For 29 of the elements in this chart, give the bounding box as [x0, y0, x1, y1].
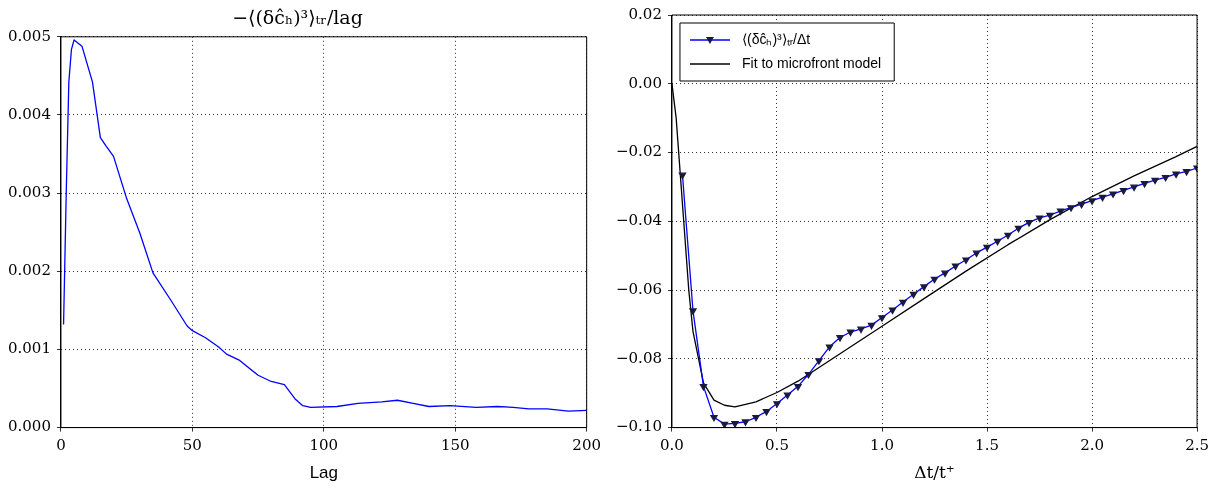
y-tick-label: −0.08 [616, 348, 662, 367]
x-tick-label: 0 [56, 436, 66, 455]
legend-label: Fit to microfront model [741, 54, 882, 71]
x-tick-label: 2.0 [1080, 436, 1104, 455]
y-tick-label: 0.000 [7, 417, 51, 436]
x-axis-title: Δt/t⁺ [914, 462, 955, 483]
y-tick-label: −0.04 [616, 211, 662, 230]
y-tick-label: 0.02 [628, 4, 662, 23]
x-tick-label: 1.0 [870, 436, 894, 455]
y-tick-label: 0.004 [7, 104, 51, 123]
x-tick-label: 100 [309, 436, 339, 455]
y-tick-label: 0.002 [7, 261, 51, 280]
y-tick-label: 0.001 [7, 339, 51, 358]
x-tick-label: 2.5 [1185, 436, 1209, 455]
x-tick-label: 0.0 [660, 436, 684, 455]
legend-label: ⟨(δĉₕ)³⟩ₜᵣ/Δt [741, 30, 811, 47]
y-tick-label: 0.005 [7, 26, 51, 45]
x-tick-label: 200 [572, 436, 602, 455]
x-tick-label: 50 [182, 436, 202, 455]
y-tick-label: 0.003 [7, 183, 51, 202]
chart-title: −⟨(δĉₕ)³⟩ₜᵣ/lag [232, 6, 363, 29]
y-tick-label: −0.10 [616, 417, 662, 436]
x-axis-title: Lag [309, 463, 338, 483]
x-tick-label: 0.5 [765, 436, 789, 455]
y-tick-label: −0.06 [616, 279, 662, 298]
x-tick-label: 150 [440, 436, 470, 455]
x-tick-label: 1.5 [975, 436, 999, 455]
y-tick-label: 0.00 [628, 73, 662, 92]
y-tick-label: −0.02 [616, 142, 662, 161]
